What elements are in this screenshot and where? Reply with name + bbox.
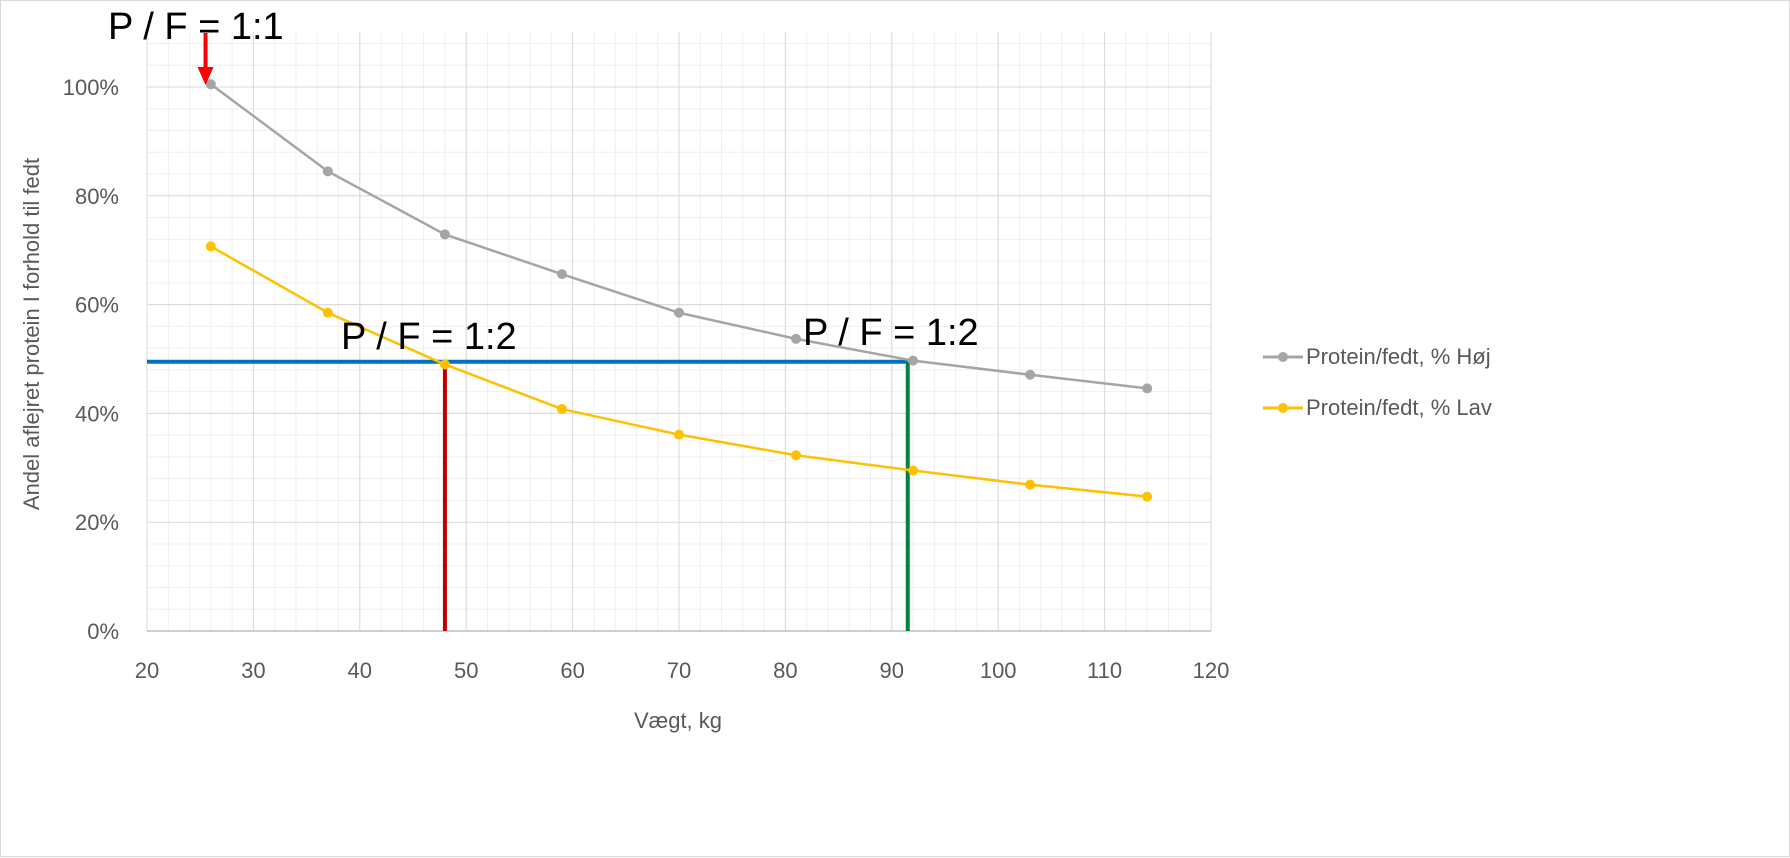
x-tick-label: 120 xyxy=(1193,658,1230,683)
data-point-1[interactable] xyxy=(556,404,567,415)
x-tick-label: 80 xyxy=(773,658,797,683)
data-point-0[interactable] xyxy=(205,79,216,90)
data-point-1[interactable] xyxy=(439,359,450,370)
legend-label-lav: Protein/fedt, % Lav xyxy=(1306,395,1492,420)
x-tick-label: 60 xyxy=(560,658,584,683)
x-tick-label: 90 xyxy=(880,658,904,683)
data-point-0[interactable] xyxy=(791,333,802,344)
x-axis-title: Vægt, kg xyxy=(634,708,722,733)
data-point-1[interactable] xyxy=(908,465,919,476)
y-tick-label: 0% xyxy=(87,619,119,644)
data-point-1[interactable] xyxy=(1142,491,1153,502)
legend-item-lav[interactable]: Protein/fedt, % Lav xyxy=(1263,395,1492,420)
legend-label-hoj: Protein/fedt, % Høj xyxy=(1306,344,1491,369)
data-point-0[interactable] xyxy=(1142,383,1153,394)
legend-marker-lav xyxy=(1278,403,1288,413)
data-point-0[interactable] xyxy=(439,229,450,240)
data-point-0[interactable] xyxy=(1025,369,1036,380)
reference-lines xyxy=(147,359,910,631)
x-axis-ticks: 20 30 40 50 60 70 80 90 100 110 120 xyxy=(135,658,1230,683)
major-gridlines xyxy=(146,32,1212,632)
y-axis-title: Andel aflejret protein I forhold til fed… xyxy=(19,158,44,510)
y-tick-label: 60% xyxy=(75,293,119,318)
data-point-1[interactable] xyxy=(674,429,684,440)
annotation-pf-1-2-right: P / F = 1:2 xyxy=(803,312,979,354)
series-group xyxy=(205,79,1153,502)
x-tick-label: 70 xyxy=(667,658,691,683)
data-point-0[interactable] xyxy=(674,307,684,318)
annotation-pf-1-2-left: P / F = 1:2 xyxy=(341,316,517,358)
legend-marker-hoj xyxy=(1278,352,1288,362)
x-tick-label: 50 xyxy=(454,658,478,683)
legend-item-hoj[interactable]: Protein/fedt, % Høj xyxy=(1263,344,1491,369)
data-point-1[interactable] xyxy=(1025,479,1036,490)
data-point-1[interactable] xyxy=(791,450,802,461)
data-point-1[interactable] xyxy=(205,241,216,252)
x-tick-label: 40 xyxy=(348,658,372,683)
data-point-1[interactable] xyxy=(322,307,333,318)
y-tick-label: 20% xyxy=(75,510,119,535)
x-tick-label: 20 xyxy=(135,658,159,683)
annotation-pf-1-1: P / F = 1:1 xyxy=(108,6,284,48)
y-tick-label: 80% xyxy=(75,184,119,209)
data-point-0[interactable] xyxy=(556,269,567,280)
annotation-arrow xyxy=(197,33,214,85)
x-tick-label: 100 xyxy=(980,658,1017,683)
x-tick-label: 110 xyxy=(1087,658,1122,683)
y-tick-label: 100% xyxy=(63,75,119,100)
y-tick-label: 40% xyxy=(75,401,119,426)
legend: Protein/fedt, % Høj Protein/fedt, % Lav xyxy=(1263,344,1492,420)
y-axis-ticks: 0% 20% 40% 60% 80% 100% xyxy=(63,75,119,644)
data-point-0[interactable] xyxy=(908,355,919,366)
x-tick-label: 30 xyxy=(241,658,265,683)
arrow-head xyxy=(197,67,214,85)
data-point-0[interactable] xyxy=(322,166,333,177)
